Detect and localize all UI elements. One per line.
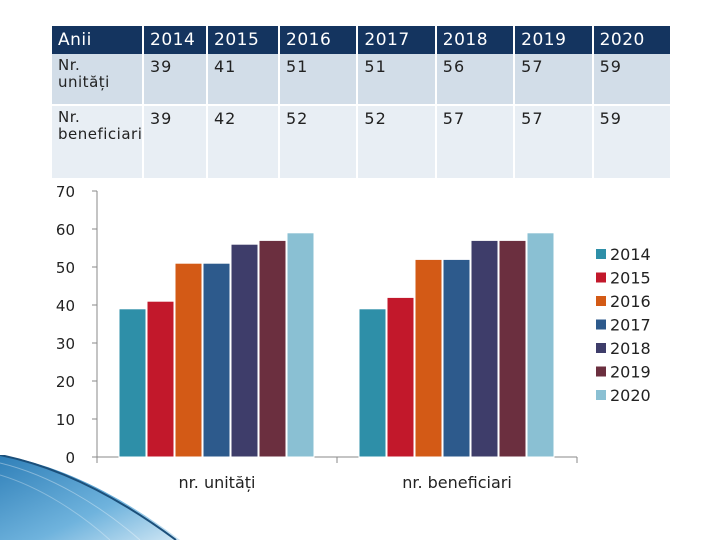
header-cell: 2017 (358, 26, 435, 54)
table-cell: 59 (593, 54, 670, 106)
table-row: Nr. beneficiari 39 42 52 52 57 57 59 (52, 106, 670, 180)
x-category-label: nr. beneficiari (402, 473, 512, 492)
legend-label: 2019 (610, 363, 651, 382)
legend-swatch (596, 319, 606, 330)
y-tick-label: 60 (56, 221, 75, 239)
legend-label: 2015 (610, 269, 651, 288)
legend-swatch (596, 296, 606, 306)
table-cell: 57 (436, 106, 514, 180)
bar-2017 (442, 258, 471, 458)
header-cell: 2018 (436, 26, 514, 54)
table-cell: 39 (144, 54, 206, 106)
bar-2020 (286, 232, 315, 458)
table-cell: 52 (280, 106, 357, 180)
table-cell: 51 (280, 54, 357, 106)
bar-2018 (470, 239, 499, 458)
bar-2019 (258, 239, 287, 458)
row-label: Nr. unități (52, 54, 142, 106)
table-cell: 39 (144, 106, 206, 180)
y-tick-label: 0 (65, 449, 75, 467)
bar-2014 (118, 308, 147, 458)
table-cell: 56 (436, 54, 514, 106)
bar-2020 (526, 232, 555, 458)
y-tick-label: 20 (56, 373, 75, 391)
legend-label: 2020 (610, 386, 651, 405)
table-cell: 42 (208, 106, 278, 180)
table-cell: 41 (208, 54, 278, 106)
header-cell: Anii (52, 26, 142, 54)
y-tick-label: 50 (56, 259, 75, 277)
header-cell: 2016 (280, 26, 357, 54)
y-tick-label: 40 (56, 297, 75, 315)
y-tick-label: 70 (56, 183, 75, 201)
bar-2018 (230, 243, 259, 458)
y-tick-label: 30 (56, 335, 75, 353)
legend-swatch (596, 343, 606, 353)
row-label: Nr. beneficiari (52, 106, 142, 180)
legend-swatch (596, 390, 606, 400)
table-row: Nr. unități 39 41 51 51 56 57 59 (52, 54, 670, 106)
header-cell: 2020 (593, 26, 670, 54)
bar-2017 (202, 262, 231, 458)
x-category-label: nr. unități (179, 473, 256, 492)
table-cell: 57 (515, 106, 592, 180)
header-cell: 2014 (144, 26, 206, 54)
table-cell: 51 (358, 54, 435, 106)
table-cell: 52 (358, 106, 435, 180)
bar-2015 (146, 300, 175, 458)
table-cell: 59 (593, 106, 670, 180)
legend-label: 2016 (610, 292, 651, 311)
bar-2019 (498, 239, 527, 458)
corner-swoosh-decoration (0, 455, 180, 540)
bar-2016 (174, 262, 203, 458)
legend-label: 2014 (610, 245, 651, 264)
header-cell: 2019 (515, 26, 592, 54)
table-cell: 57 (515, 54, 592, 106)
legend-swatch (596, 366, 606, 377)
bar-2014 (358, 308, 387, 458)
legend-swatch (596, 249, 606, 259)
header-cell: 2015 (208, 26, 278, 54)
table-header-row: Anii 2014 2015 2016 2017 2018 2019 2020 (52, 26, 670, 54)
data-table: Anii 2014 2015 2016 2017 2018 2019 2020 … (50, 26, 672, 180)
bar-2016 (414, 258, 443, 458)
legend-swatch (596, 272, 606, 283)
legend-label: 2017 (610, 316, 651, 335)
bar-2015 (386, 296, 415, 458)
legend-label: 2018 (610, 339, 651, 358)
y-tick-label: 10 (56, 411, 75, 429)
